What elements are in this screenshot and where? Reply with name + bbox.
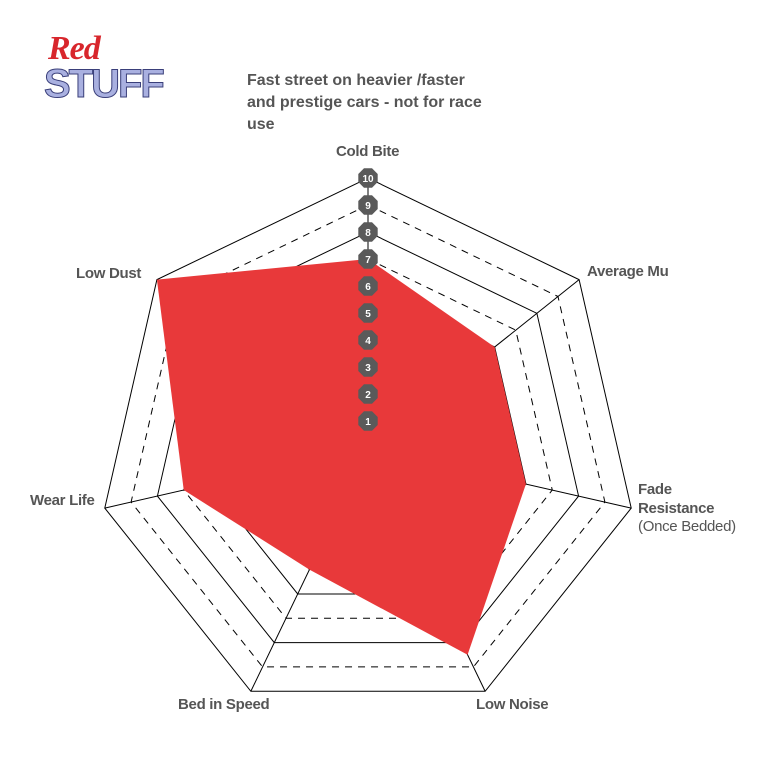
tick-badge: [358, 303, 378, 323]
tick-badge: [358, 168, 378, 188]
annotation: (Once Bedded): [638, 518, 736, 535]
tick-label: 3: [365, 363, 371, 374]
tick-badge: [358, 384, 378, 404]
category-label: Average Mu: [587, 263, 669, 280]
tick-badge: [358, 330, 378, 350]
category-label: Low Noise: [476, 696, 549, 713]
chart-title: Fast street on heavier /faster and prest…: [247, 72, 482, 133]
tick-label: 10: [362, 174, 374, 185]
tick-badge: [358, 195, 378, 215]
tick-label: 7: [365, 255, 371, 266]
tick-badge: [358, 411, 378, 431]
logo-red: Red: [48, 30, 101, 67]
tick-label: 9: [365, 201, 371, 212]
category-label: Cold Bite: [336, 143, 400, 160]
grid-ring: [183, 258, 553, 619]
category-label: Low Dust: [76, 265, 142, 282]
tick-label: 4: [365, 336, 371, 347]
grid-ring: [104, 177, 632, 692]
logo-stuff: STUFF: [44, 62, 166, 107]
tick-badge: [358, 357, 378, 377]
tick-label: 6: [365, 282, 371, 293]
tick-label: 5: [365, 309, 371, 320]
tick-label: 2: [365, 390, 371, 401]
tick-label: 1: [365, 417, 371, 428]
category-label: Wear Life: [30, 492, 95, 509]
tick-badge: [358, 249, 378, 269]
tick-badge: [358, 276, 378, 296]
data-area: [156, 259, 526, 655]
category-label: Bed in Speed: [178, 696, 270, 713]
tick-label: 8: [365, 228, 371, 239]
category-label: Fade Resistance: [638, 481, 715, 517]
tick-badge: [358, 222, 378, 242]
